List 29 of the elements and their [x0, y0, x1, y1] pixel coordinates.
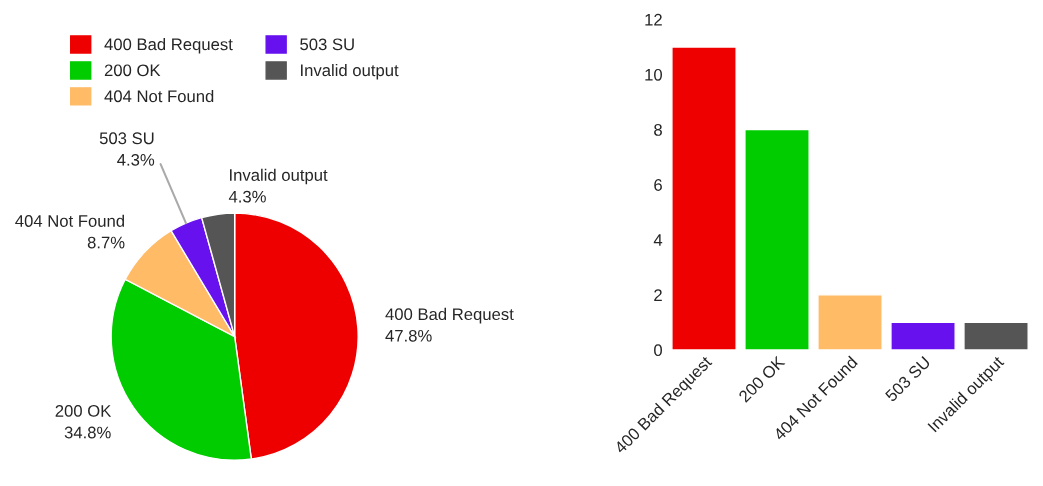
data-label: 47.8% — [385, 329, 432, 342]
slice-label: 400 Bad Request — [385, 307, 514, 324]
bar — [744, 128, 810, 350]
y-tick-label: 12 — [645, 13, 662, 26]
y-tick-label: 6 — [654, 179, 662, 191]
data-label: 34.8% — [64, 426, 111, 439]
x-tick-label: 503 SU — [884, 356, 931, 403]
legend-label: 400 Bad Request — [104, 38, 233, 54]
legend-label: 200 OK — [104, 64, 161, 77]
data-label: 8.7% — [87, 236, 125, 249]
legend-label: 404 Not Found — [104, 89, 214, 103]
slice-label: Invalid output — [230, 168, 328, 185]
legend-label: Invalid output — [301, 63, 399, 80]
bar — [890, 321, 956, 350]
slice-label: 404 Not Found — [15, 214, 125, 227]
slice-label: 503 SU — [99, 132, 154, 145]
data-label: 4.3% — [117, 153, 155, 166]
data-label: 4.3% — [228, 190, 266, 203]
y-tick-label: 4 — [653, 234, 663, 246]
slice-label: 200 OK — [55, 405, 112, 417]
y-tick-label: 0 — [654, 344, 663, 357]
y-tick-label: 8 — [654, 124, 662, 136]
x-tick-label: 200 OK — [737, 355, 786, 403]
y-tick-label: 2 — [654, 289, 662, 301]
legend-label: 503 SU — [300, 38, 354, 51]
bar — [963, 321, 1029, 350]
y-tick-label: 10 — [645, 68, 663, 81]
bar — [817, 294, 883, 350]
bar — [671, 46, 737, 350]
